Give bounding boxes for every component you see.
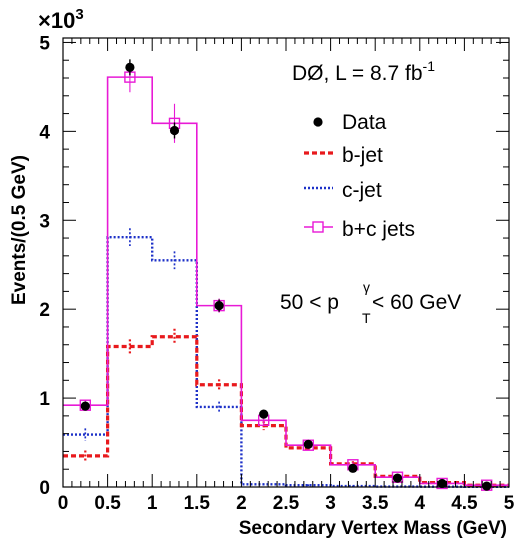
plot-series: [63, 59, 509, 491]
hist-line: [63, 235, 509, 489]
legend-marker: [312, 221, 324, 233]
y-tick-label: 5: [39, 33, 50, 54]
series-data: [80, 59, 492, 491]
x-tick-label: 1: [147, 493, 158, 514]
data-point: [348, 463, 358, 473]
data-point: [259, 409, 269, 419]
legend-label: b-jet: [342, 144, 383, 167]
experiment-label: DØ, L = 8.7 fb-1: [292, 58, 435, 85]
legend-label: c-jet: [342, 179, 382, 202]
experiment-label-main: DØ, L = 8.7 fb: [292, 62, 423, 85]
y-multiplier-exponent: 3: [75, 6, 83, 23]
y-tick-label: 3: [39, 211, 50, 232]
x-tick-label: 3: [325, 493, 336, 514]
legend-item: c-jet: [304, 179, 382, 202]
hist-line: [63, 76, 509, 487]
legend-label: Data: [342, 111, 387, 134]
data-point: [392, 473, 403, 483]
x-tick-label: 2.5: [273, 493, 300, 514]
legend-item: Data: [313, 111, 387, 134]
x-tick-label: 0: [58, 493, 69, 514]
hist-line: [63, 335, 509, 487]
x-tick-label: 3.5: [362, 493, 389, 514]
legend-item: b+c jets: [304, 218, 415, 241]
legend: Data b-jet c-jet b+c jets: [304, 111, 415, 241]
x-axis-title: Secondary Vertex Mass (GeV): [239, 518, 507, 539]
cut-label-left: 50 < p: [280, 291, 339, 314]
x-tick-label: 1.5: [184, 493, 211, 514]
x-tick-label: 4.5: [451, 493, 478, 514]
y-tick-label: 1: [39, 389, 50, 410]
series-b-jet: [63, 328, 509, 487]
data-point: [482, 481, 492, 491]
y-tick-label: 0: [39, 478, 50, 499]
data-point: [169, 125, 180, 136]
x-tick-label: 2: [236, 493, 247, 514]
cut-label: 50 < p γ T < 60 GeV: [280, 279, 461, 326]
cut-label-gamma: γ: [363, 279, 370, 295]
y-tick-labels: 0 1 2 3 4 5: [39, 33, 50, 499]
y-multiplier: ×103: [38, 6, 84, 33]
cut-label-right: < 60 GeV: [372, 291, 461, 314]
series-c-jet: [63, 228, 509, 489]
data-point: [437, 478, 447, 489]
x-tick-labels: 0 0.5 1 1.5 2 2.5 3 3.5 4 4.5 5: [58, 493, 515, 514]
x-tick-label: 0.5: [94, 493, 121, 514]
x-tick-label: 5: [504, 493, 515, 514]
data-point: [80, 401, 90, 411]
legend-label: b+c jets: [342, 218, 415, 241]
data-point: [125, 62, 135, 72]
hist-marker: [436, 477, 448, 490]
y-axis-title: Events/(0.5 GeV): [9, 155, 30, 305]
legend-marker: [313, 117, 323, 127]
data-point: [214, 301, 224, 311]
experiment-label-sup: -1: [423, 58, 436, 74]
axis-ticks: [62, 38, 510, 488]
y-tick-label: 4: [39, 122, 50, 143]
cut-label-t: T: [362, 310, 371, 326]
x-tick-label: 4: [415, 493, 426, 514]
y-multiplier-base: ×10: [38, 8, 75, 33]
y-tick-label: 2: [39, 300, 50, 321]
series-b-c-jets: [63, 62, 509, 491]
data-point: [303, 439, 313, 449]
legend-item: b-jet: [304, 144, 383, 167]
